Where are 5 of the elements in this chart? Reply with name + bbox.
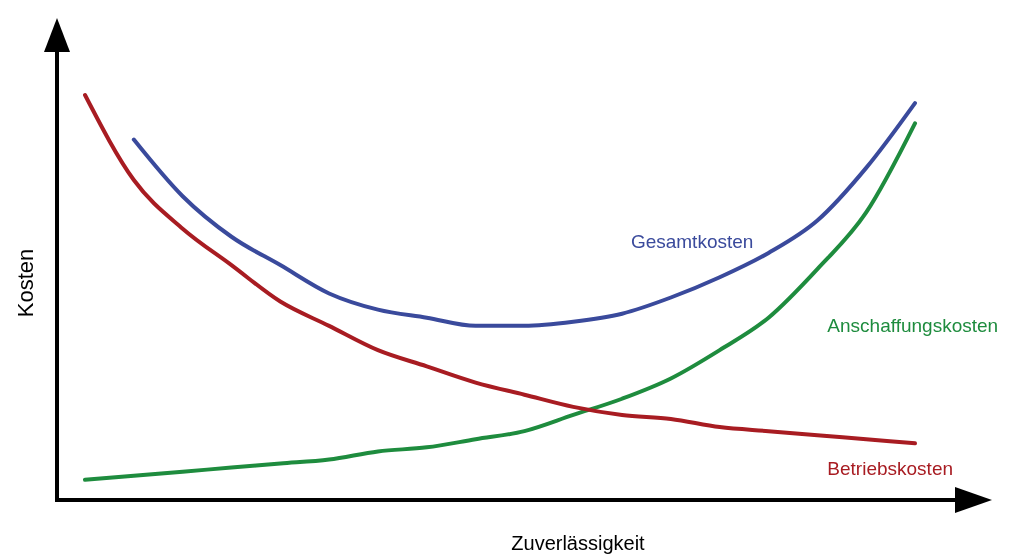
x-axis-title: Zuverlässigkeit: [511, 532, 646, 554]
y-axis-title: Kosten: [13, 248, 38, 318]
text: Anschaffungskosten: [827, 315, 999, 337]
series-label: Betriebskosten: [827, 458, 954, 480]
series-label: Gesamtkosten: [630, 230, 754, 252]
